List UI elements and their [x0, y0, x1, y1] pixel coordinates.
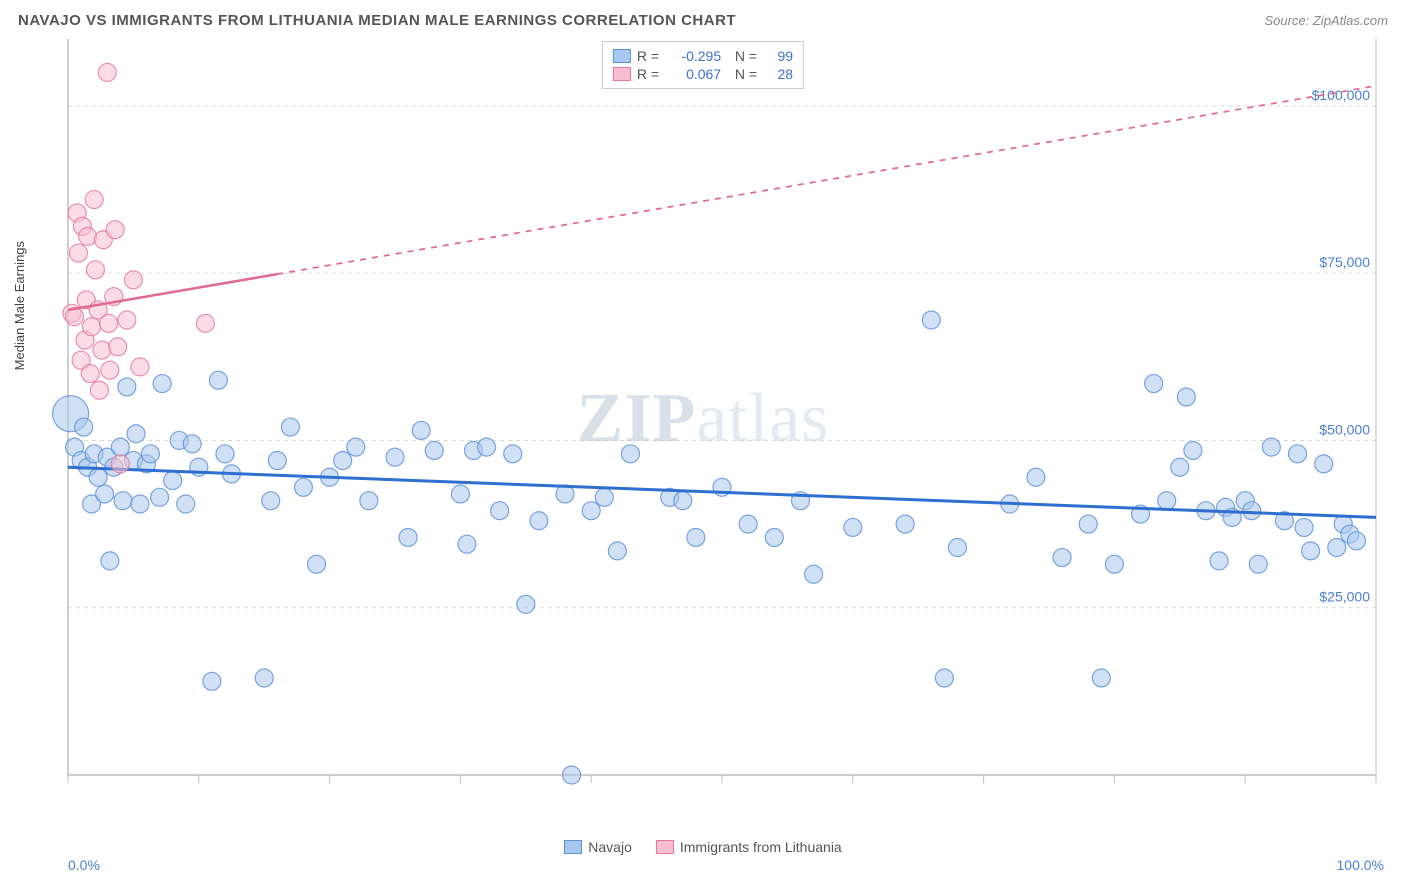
legend-series-item: Navajo [564, 839, 632, 855]
legend-swatch [613, 49, 631, 63]
source-attribution: Source: ZipAtlas.com [1264, 13, 1388, 28]
x-axis-max-label: 100.0% [1337, 857, 1384, 873]
series-legend: Navajo Immigrants from Lithuania [18, 839, 1388, 855]
svg-text:$50,000: $50,000 [1319, 421, 1370, 437]
chart-container: Median Male Earnings $25,000$50,000$75,0… [18, 35, 1388, 835]
legend-swatch [613, 67, 631, 81]
legend-series-label: Navajo [588, 839, 632, 855]
svg-text:$75,000: $75,000 [1319, 254, 1370, 270]
legend-stat-row: R =0.067 N =28 [613, 66, 793, 82]
legend-series-label: Immigrants from Lithuania [680, 839, 842, 855]
chart-title: NAVAJO VS IMMIGRANTS FROM LITHUANIA MEDI… [18, 12, 736, 29]
legend-swatch [656, 840, 674, 854]
scatter-chart: $25,000$50,000$75,000$100,000 [18, 35, 1388, 795]
legend-series-item: Immigrants from Lithuania [656, 839, 842, 855]
legend-stat-row: R =-0.295 N =99 [613, 48, 793, 64]
x-axis-min-label: 0.0% [68, 857, 100, 873]
svg-text:$25,000: $25,000 [1319, 589, 1370, 605]
y-axis-label: Median Male Earnings [12, 241, 27, 370]
legend-swatch [564, 840, 582, 854]
correlation-legend: R =-0.295 N =99 R =0.067 N =28 [602, 41, 804, 89]
